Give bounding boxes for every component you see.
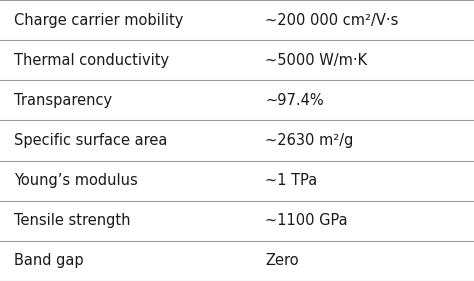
- Text: ~1100 GPa: ~1100 GPa: [265, 213, 348, 228]
- Text: Specific surface area: Specific surface area: [14, 133, 168, 148]
- Text: Zero: Zero: [265, 253, 299, 268]
- Text: ~5000 W/m·K: ~5000 W/m·K: [265, 53, 367, 68]
- Text: ~97.4%: ~97.4%: [265, 93, 324, 108]
- Bar: [0, 241, 474, 281]
- Text: ~200 000 cm²/V·s: ~200 000 cm²/V·s: [265, 13, 399, 28]
- Bar: [0, 0, 474, 40]
- Bar: [0, 40, 474, 80]
- Text: Band gap: Band gap: [14, 253, 84, 268]
- Bar: [0, 201, 474, 241]
- Text: Thermal conductivity: Thermal conductivity: [14, 53, 169, 68]
- Bar: [0, 121, 474, 160]
- Text: ~1 TPa: ~1 TPa: [265, 173, 318, 188]
- Text: Transparency: Transparency: [14, 93, 112, 108]
- Bar: [0, 80, 474, 121]
- Text: Tensile strength: Tensile strength: [14, 213, 131, 228]
- Bar: [0, 160, 474, 201]
- Text: ~2630 m²/g: ~2630 m²/g: [265, 133, 354, 148]
- Text: Young’s modulus: Young’s modulus: [14, 173, 138, 188]
- Text: Charge carrier mobility: Charge carrier mobility: [14, 13, 183, 28]
